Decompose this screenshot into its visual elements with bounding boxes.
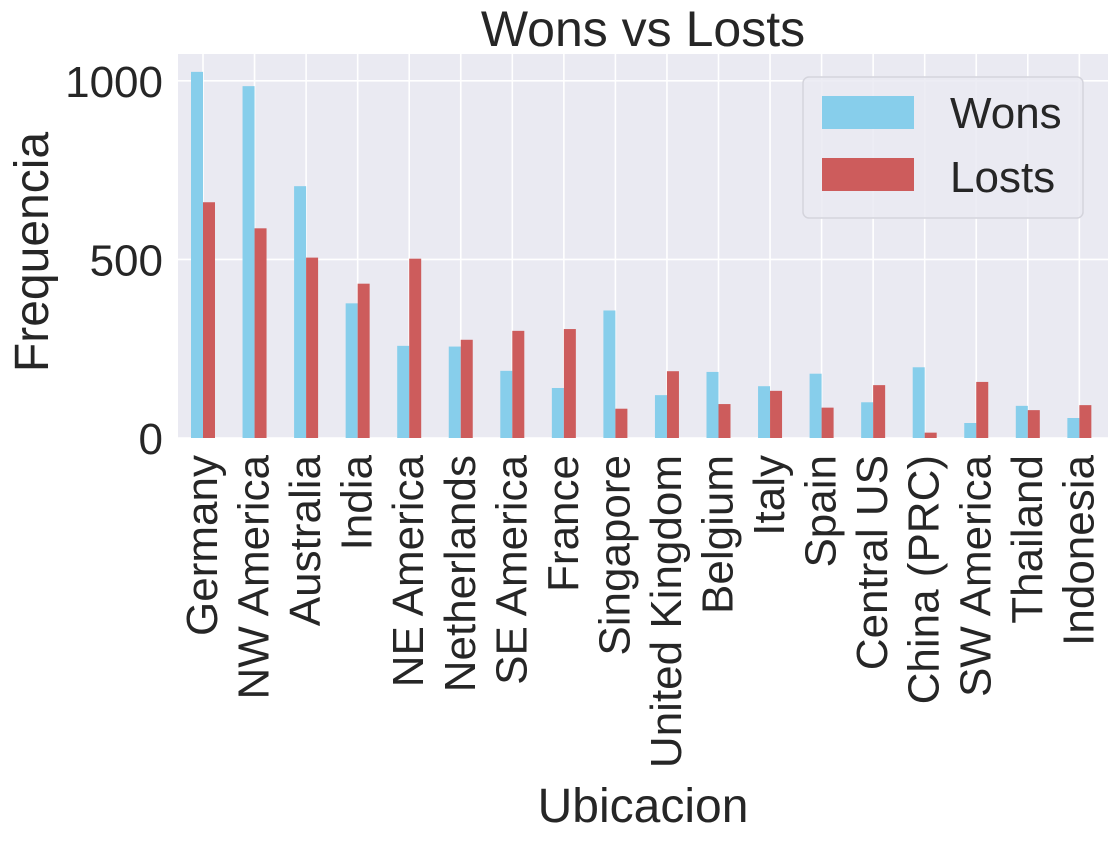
x-tick-label: Australia [281, 454, 330, 626]
bar-wons-sw-america [964, 422, 977, 438]
y-tick-label: 500 [90, 236, 163, 285]
bar-wons-singapore [603, 310, 616, 438]
x-tick-label: SW America [951, 454, 1000, 697]
bar-losts-india [357, 283, 370, 438]
bar-wons-spain [809, 373, 822, 438]
chart-title: Wons vs Losts [481, 1, 805, 57]
bar-losts-ne-america [409, 258, 422, 438]
bar-wons-france [551, 387, 564, 438]
bar-losts-australia [306, 257, 319, 438]
bar-losts-spain [821, 407, 834, 438]
x-tick-label: France [539, 455, 588, 592]
x-tick-label: Central US [848, 455, 897, 670]
y-tick-label: 0 [139, 415, 163, 464]
bar-wons-italy [758, 386, 771, 438]
bar-losts-china-prc [924, 432, 937, 438]
bar-losts-netherlands [460, 339, 473, 438]
bar-wons-china-prc [912, 367, 925, 438]
x-tick-label: Italy [745, 455, 794, 536]
bar-losts-belgium [718, 404, 731, 438]
bar-wons-central-us [861, 402, 874, 438]
x-tick-label: Netherlands [436, 455, 485, 692]
bar-losts-thailand [1027, 410, 1040, 438]
bar-losts-united-kingdom [666, 371, 679, 438]
bar-losts-indonesia [1079, 405, 1092, 438]
x-tick-label: Thailand [1003, 455, 1052, 624]
bar-losts-italy [770, 390, 783, 438]
bar-losts-sw-america [976, 381, 989, 438]
bar-wons-germany [191, 71, 203, 438]
x-tick-label: India [333, 454, 382, 550]
bar-losts-nw-america [254, 228, 267, 438]
bar-wons-ne-america [397, 345, 410, 438]
legend[interactable]: Wons Losts [802, 76, 1084, 219]
x-axis-label: Ubicacion [538, 780, 749, 833]
bar-wons-united-kingdom [654, 395, 667, 438]
y-axis-label: Frequencia [6, 132, 59, 372]
x-tick-label: Germany [178, 455, 227, 636]
bar-wons-netherlands [448, 346, 461, 438]
bar-losts-germany [203, 202, 215, 438]
x-tick-labels: Germany NW America Australia India NE Americ… [178, 454, 1103, 768]
bar-losts-singapore [615, 408, 628, 438]
bar-wons-nw-america [242, 86, 255, 438]
x-tick-label: Belgium [694, 455, 743, 614]
bar-losts-france [563, 329, 576, 438]
legend-swatch-losts [822, 158, 914, 191]
bar-wons-indonesia [1067, 417, 1080, 438]
bar-wons-belgium [706, 371, 719, 438]
bar-wons-se-america [500, 370, 513, 438]
y-tick-labels: 0 500 1000 [65, 58, 163, 464]
x-tick-label: Singapore [590, 455, 639, 656]
x-tick-label: Spain [797, 455, 846, 568]
y-tick-label: 1000 [65, 58, 163, 107]
x-tick-label: China (PRC) [900, 455, 949, 704]
legend-swatch-wons [822, 96, 914, 129]
x-tick-label: Indonesia [1054, 454, 1103, 645]
x-tick-label: NE America [384, 454, 433, 687]
x-tick-label: NW America [230, 454, 279, 699]
bar-wons-australia [294, 186, 307, 438]
legend-label-wons: Wons [950, 89, 1062, 138]
bars-group [191, 71, 1092, 438]
legend-label-losts: Losts [950, 153, 1055, 202]
bar-wons-thailand [1015, 405, 1028, 438]
bar-losts-se-america [512, 330, 525, 438]
bar-wons-india [345, 303, 358, 438]
bar-losts-central-us [873, 385, 886, 438]
x-tick-label: SE America [487, 454, 536, 684]
x-tick-label: United Kingdom [642, 455, 691, 768]
